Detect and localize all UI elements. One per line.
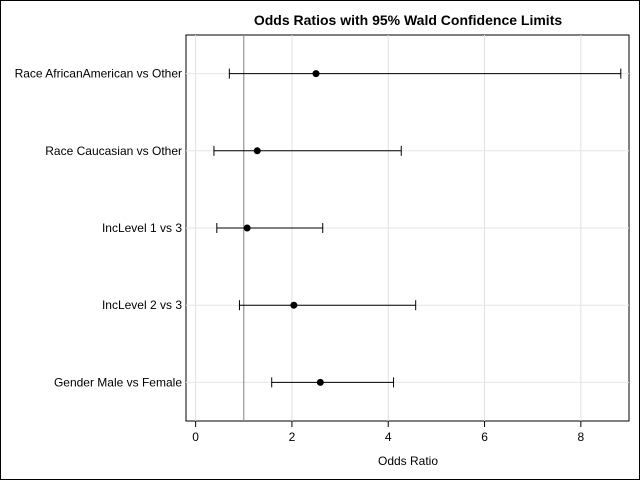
category-label: IncLevel 2 vs 3 (102, 298, 182, 312)
x-tick-label: 0 (192, 430, 199, 444)
category-label: Race AfricanAmerican vs Other (15, 67, 182, 81)
x-tick-label: 8 (578, 430, 585, 444)
odds-ratio-point (290, 301, 298, 309)
x-axis-label: Odds Ratio (378, 454, 438, 468)
category-label: Gender Male vs Female (54, 375, 182, 389)
odds-ratio-point (253, 147, 261, 155)
x-tick-label: 6 (481, 430, 488, 444)
chart-title: Odds Ratios with 95% Wald Confidence Lim… (254, 12, 563, 28)
odds-ratio-point (312, 70, 320, 78)
category-labels: Race AfricanAmerican vs Other Race Caucas… (15, 67, 183, 390)
x-tick-label: 2 (289, 430, 296, 444)
odds-ratio-point (316, 378, 324, 386)
data-marks (213, 68, 622, 388)
category-label: Race Caucasian vs Other (45, 144, 182, 158)
odds-ratio-point (243, 224, 251, 232)
x-axis: 0 2 4 6 8 (192, 421, 585, 444)
category-label: IncLevel 1 vs 3 (102, 221, 182, 235)
x-tick-label: 4 (385, 430, 392, 444)
